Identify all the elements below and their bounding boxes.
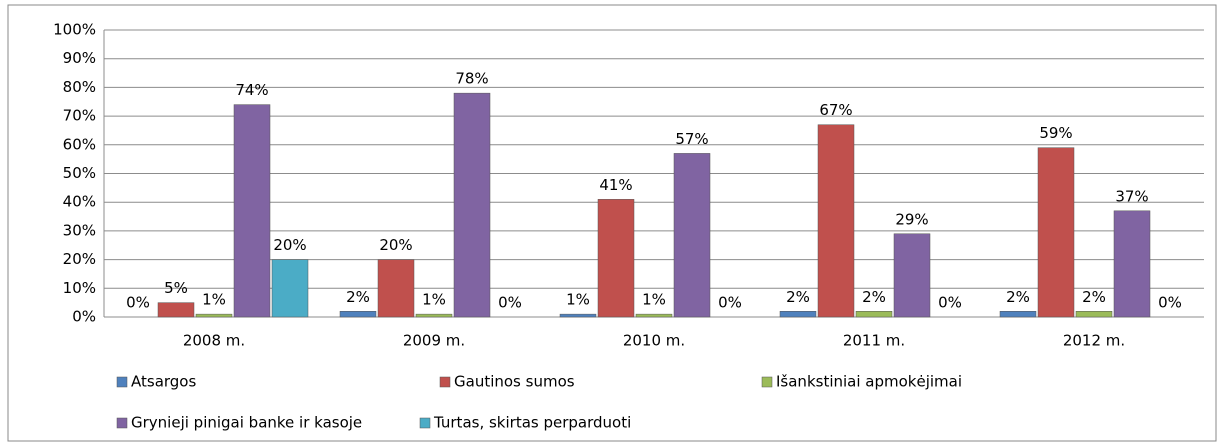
bar	[559, 313, 597, 318]
value-label: 0%	[498, 294, 522, 312]
value-label: 2%	[862, 288, 886, 306]
legend-label: Grynieji pinigai banke ir kasoje	[131, 414, 362, 432]
legend-label: Gautinos sumos	[454, 373, 575, 391]
bar	[893, 233, 931, 318]
legend-label: Turtas, skirtas perparduoti	[433, 414, 631, 432]
bar	[195, 313, 233, 318]
bar	[817, 124, 855, 318]
bar	[415, 313, 453, 318]
bar	[779, 311, 817, 318]
y-tick-label: 70%	[63, 107, 96, 125]
legend-label: Atsargos	[131, 373, 196, 391]
legend-swatch	[761, 376, 773, 388]
bar	[999, 311, 1037, 318]
x-tick-label: 2011 m.	[843, 332, 905, 350]
value-label: 1%	[422, 291, 446, 309]
y-tick-label: 40%	[63, 193, 96, 211]
legend-swatch	[116, 417, 128, 429]
y-tick-label: 30%	[63, 221, 96, 239]
value-label: 37%	[1115, 187, 1148, 205]
legend-swatch	[116, 376, 128, 388]
x-tick-label: 2009 m.	[403, 332, 465, 350]
value-label: 0%	[718, 294, 742, 312]
value-label: 2%	[1082, 288, 1106, 306]
value-label: 78%	[455, 70, 488, 88]
legend-label: Išankstiniai apmokėjimai	[776, 373, 962, 391]
bar	[1075, 311, 1113, 318]
bar	[1037, 147, 1075, 318]
value-label: 2%	[346, 288, 370, 306]
bar	[271, 259, 309, 318]
bar	[339, 311, 377, 318]
value-label: 0%	[1158, 294, 1182, 312]
value-label: 74%	[235, 81, 268, 99]
bar	[157, 302, 195, 318]
value-label: 2%	[1006, 288, 1030, 306]
value-label: 20%	[379, 236, 412, 254]
value-label: 1%	[642, 291, 666, 309]
x-tick-label: 2010 m.	[623, 332, 685, 350]
value-label: 29%	[895, 210, 928, 228]
legend-swatch	[439, 376, 451, 388]
y-tick-label: 90%	[63, 49, 96, 67]
y-tick-label: 100%	[53, 21, 96, 39]
y-tick-label: 50%	[63, 164, 96, 182]
bar	[233, 104, 271, 318]
bar	[1113, 210, 1151, 318]
bar	[635, 313, 673, 318]
value-label: 57%	[675, 130, 708, 148]
bar	[597, 199, 635, 318]
value-label: 1%	[202, 291, 226, 309]
bar	[377, 259, 415, 318]
x-tick-label: 2012 m.	[1063, 332, 1125, 350]
value-label: 20%	[273, 236, 306, 254]
value-label: 1%	[566, 291, 590, 309]
value-label: 59%	[1039, 124, 1072, 142]
bar	[673, 153, 711, 318]
y-tick-label: 60%	[63, 135, 96, 153]
y-tick-label: 0%	[72, 308, 96, 326]
value-label: 41%	[599, 176, 632, 194]
value-label: 0%	[126, 294, 150, 312]
value-label: 2%	[786, 288, 810, 306]
x-tick-label: 2008 m.	[183, 332, 245, 350]
value-label: 0%	[938, 294, 962, 312]
y-tick-label: 20%	[63, 250, 96, 268]
bar	[855, 311, 893, 318]
y-tick-label: 10%	[63, 279, 96, 297]
value-label: 67%	[819, 101, 852, 119]
bar	[453, 92, 491, 318]
legend-swatch	[419, 417, 431, 429]
value-label: 5%	[164, 279, 188, 297]
y-tick-label: 80%	[63, 78, 96, 96]
